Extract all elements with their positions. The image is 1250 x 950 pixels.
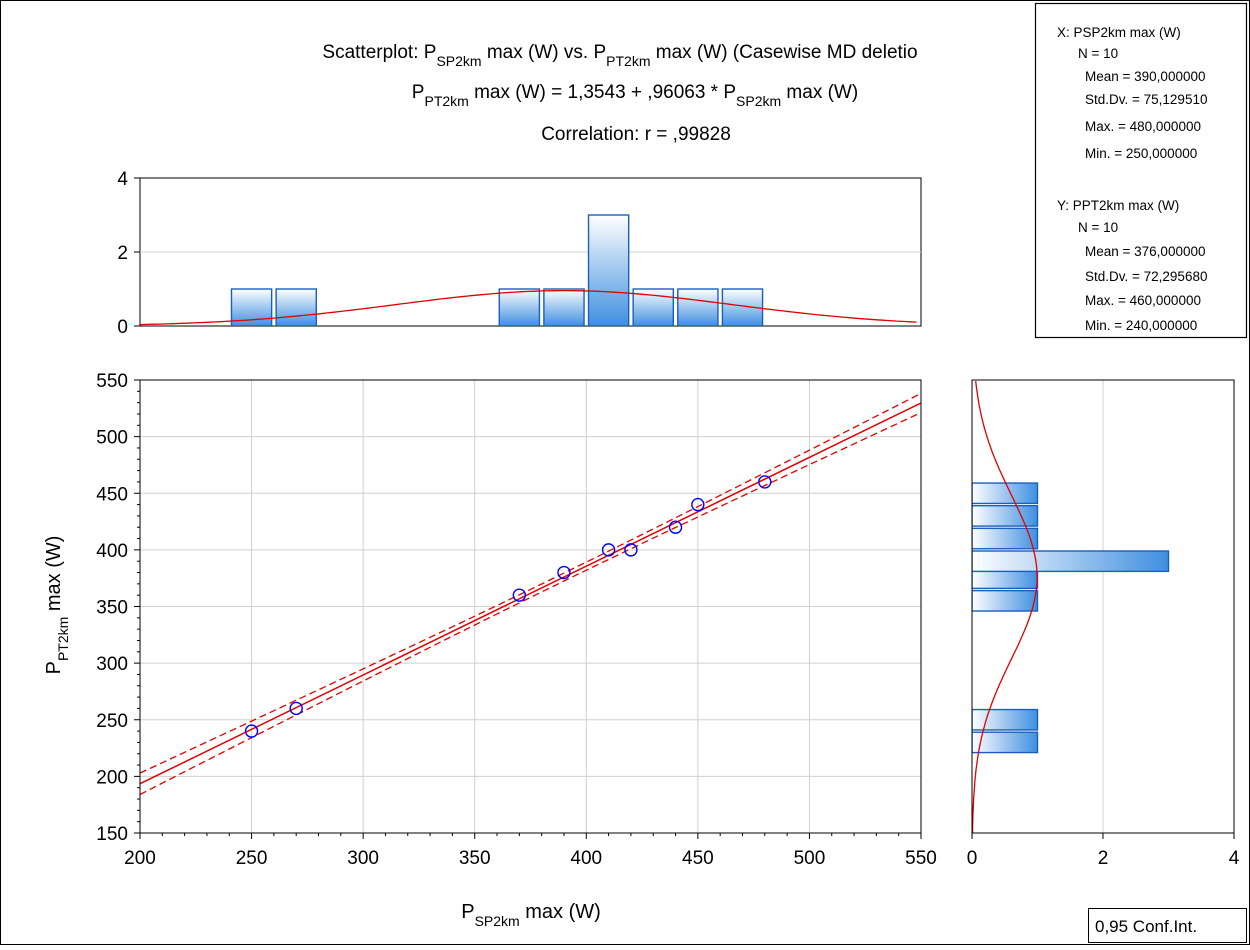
stats-y-line-5: Min. = 240,000000 xyxy=(1085,318,1197,333)
scatter-point xyxy=(557,565,571,580)
stats-box: X: PSP2km max (W) N = 10 Mean = 390,0000… xyxy=(1034,2,1248,339)
scatter-point xyxy=(691,497,705,512)
stats-x-line-1: N = 10 xyxy=(1078,46,1118,61)
x-axis-label: PSP2km max (W) xyxy=(461,901,601,929)
confidence-band-upper xyxy=(140,392,921,774)
main-x-ticks: 200 250 300 350 400 450 500 550 xyxy=(124,833,937,869)
right-histogram-bar xyxy=(972,527,1039,550)
main-plot-grid xyxy=(140,380,921,833)
stats-y-line-1: N = 10 xyxy=(1078,220,1118,235)
stats-y-line-0: Y: PPT2km max (W) xyxy=(1057,198,1179,213)
right-histogram-bar xyxy=(972,550,1170,573)
y-tick-label: 350 xyxy=(96,598,128,619)
scatter-point xyxy=(624,543,638,557)
scatter-point xyxy=(758,475,772,489)
stats-y-line-3: Std.Dv. = 72,295680 xyxy=(1085,269,1207,284)
confidence-legend-text: 0,95 Conf.Int. xyxy=(1095,917,1197,936)
y-axis-label: PPT2km max (W) xyxy=(43,536,71,675)
right-histogram-bar xyxy=(972,482,1039,505)
y-tick-label: 250 xyxy=(96,711,128,732)
stats-x-line-5: Min. = 250,000000 xyxy=(1085,146,1197,161)
main-y-ticks: 150 200 250 300 350 400 450 500 550 xyxy=(96,371,140,845)
top-y-tick-label: 0 xyxy=(117,317,128,338)
scatter-point xyxy=(668,520,683,534)
stats-y-line-4: Max. = 460,000000 xyxy=(1085,293,1201,308)
x-tick-label: 550 xyxy=(905,848,937,869)
right-x-tick-label: 4 xyxy=(1229,848,1240,869)
scatter-point xyxy=(601,543,616,557)
top-histogram-bar xyxy=(498,288,541,326)
right-x-tick-label: 2 xyxy=(1098,848,1109,869)
top-histogram-yticks: 0 2 4 xyxy=(117,169,140,338)
x-tick-label: 350 xyxy=(459,848,491,869)
y-tick-label: 200 xyxy=(96,767,128,788)
y-tick-label: 150 xyxy=(96,824,128,845)
confidence-legend: 0,95 Conf.Int. xyxy=(1088,908,1247,943)
scatter-point xyxy=(512,588,527,602)
stats-x-line-4: Max. = 480,000000 xyxy=(1085,119,1201,134)
right-histogram-bar xyxy=(972,505,1039,527)
stats-y-line-2: Mean = 376,000000 xyxy=(1085,244,1205,259)
top-histogram-bar xyxy=(275,288,317,326)
right-histogram-bar xyxy=(972,708,1039,731)
top-histogram-bar xyxy=(587,214,630,326)
confidence-band-lower xyxy=(140,412,921,796)
x-tick-label: 250 xyxy=(236,848,268,869)
stats-x-line-3: Std.Dv. = 75,129510 xyxy=(1085,92,1207,107)
right-histogram-bars xyxy=(972,482,1170,754)
y-tick-label: 300 xyxy=(96,654,128,675)
top-histogram-bar xyxy=(632,288,675,326)
y-tick-label: 400 xyxy=(96,541,128,562)
top-y-tick-label: 2 xyxy=(117,243,128,264)
scatter-points xyxy=(244,475,772,738)
chart-title-line2: PPT2km max (W) = 1,3543 + ,96063 * PSP2k… xyxy=(412,82,858,109)
top-histogram-bars xyxy=(230,214,764,326)
top-histogram-bar xyxy=(543,288,585,326)
regression-line xyxy=(140,402,921,785)
x-tick-label: 400 xyxy=(570,848,602,869)
right-histogram-xticks: 0 2 4 xyxy=(967,833,1240,869)
main-plot-panel: 200 250 300 350 400 450 500 550 150 200 250 300 350… xyxy=(96,371,937,869)
top-y-tick-label: 4 xyxy=(117,169,128,190)
x-tick-label: 450 xyxy=(682,848,714,869)
x-tick-label: 200 xyxy=(124,848,156,869)
y-tick-label: 550 xyxy=(96,371,128,392)
stats-x-line-2: Mean = 390,000000 xyxy=(1085,69,1205,84)
x-tick-label: 300 xyxy=(347,848,379,869)
right-histogram-bar xyxy=(972,589,1039,612)
stats-x-line-0: X: PSP2km max (W) xyxy=(1057,25,1181,40)
right-histogram-panel: 0 2 4 xyxy=(967,379,1240,869)
top-histogram-bar xyxy=(677,288,719,326)
x-tick-label: 500 xyxy=(794,848,826,869)
right-histogram-bar xyxy=(972,731,1039,754)
top-histogram-panel: 0 2 4 xyxy=(117,169,922,338)
chart-title-line3: Correlation: r = ,99828 xyxy=(541,124,731,145)
chart-title-line1: Scatterplot: PSP2km max (W) vs. PPT2km m… xyxy=(322,42,917,69)
y-tick-label: 500 xyxy=(96,428,128,449)
y-tick-label: 450 xyxy=(96,484,128,505)
scatter-point xyxy=(289,701,303,716)
right-normal-curve xyxy=(972,381,1038,833)
top-normal-curve xyxy=(140,289,917,326)
right-x-tick-label: 0 xyxy=(967,848,978,869)
scatter-point xyxy=(244,724,259,738)
